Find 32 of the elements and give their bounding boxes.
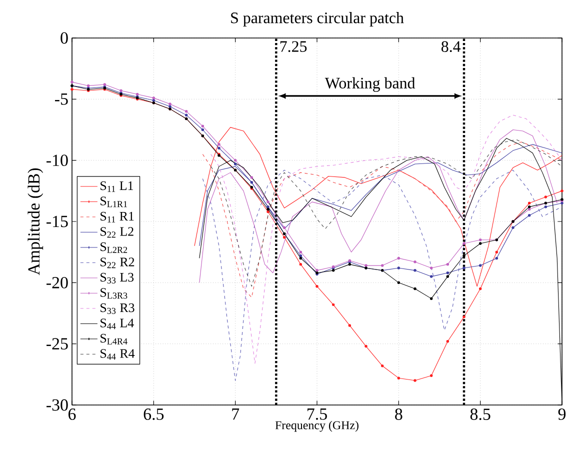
- legend-label: S$_{22}$ R2: [100, 258, 134, 268]
- annotation: Working band: [324, 77, 416, 92]
- legend-label: S$_{L3R3}$: [100, 288, 128, 299]
- x-tick-label: 9: [558, 408, 566, 420]
- y-tick-label: -5: [54, 94, 68, 105]
- legend-label: S$_{L1R1}$: [100, 196, 127, 208]
- y-tick-label: 0: [60, 32, 68, 44]
- legend-label: S$_{L4R4}$: [100, 334, 128, 344]
- ref-line-label: 7.25: [280, 41, 307, 52]
- x-tick-label: 8: [395, 408, 402, 420]
- y-tick-label: -25: [46, 338, 68, 350]
- legend-label: S$_{L2R2}$: [100, 242, 128, 253]
- y-tick-label: -20: [46, 276, 68, 288]
- y-tick-label: -30: [46, 399, 68, 411]
- y-tick-label: -10: [46, 154, 68, 166]
- x-tick-label: 7: [232, 408, 240, 420]
- legend-label: S$_{11}$ L1: [100, 181, 133, 192]
- x-tick-label: 6: [68, 408, 76, 420]
- ref-line-label: 8.4: [442, 41, 461, 52]
- chart-title: S parameters circular patch: [231, 12, 404, 26]
- x-axis-title: Frequency (GHz): [275, 420, 358, 432]
- x-tick-label: 6.5: [144, 408, 164, 420]
- legend-label: S$_{33}$ L3: [100, 272, 134, 284]
- legend-label: S$_{33}$ R3: [100, 303, 134, 314]
- legend-label: S$_{44}$ R4: [100, 349, 135, 360]
- x-tick-label: 7.5: [308, 408, 327, 420]
- y-tick-label: -15: [46, 216, 68, 228]
- legend-label: S$_{11}$ R1: [100, 212, 134, 222]
- x-tick-label: 8.5: [470, 408, 490, 420]
- legend-label: S$_{22}$ L2: [100, 227, 134, 238]
- legend-label: S$_{44}$ L4: [100, 318, 134, 330]
- y-axis-title: Amplitude (dB): [28, 168, 44, 276]
